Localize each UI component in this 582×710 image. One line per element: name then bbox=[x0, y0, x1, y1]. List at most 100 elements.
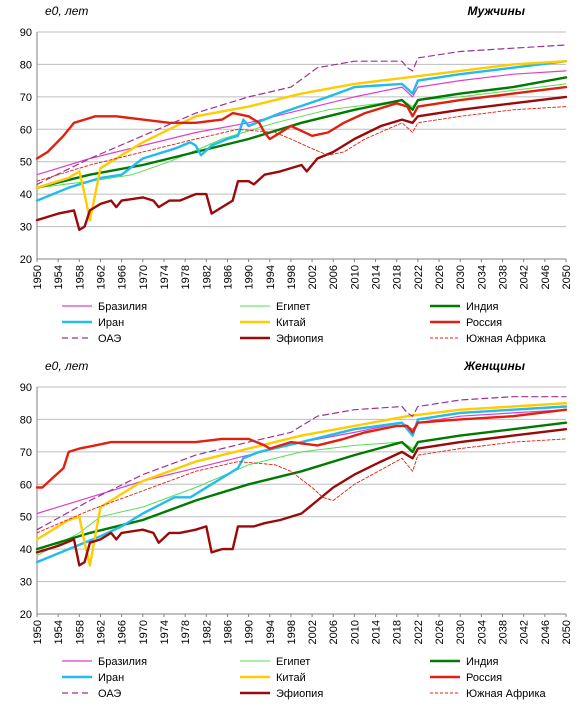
x-tick-label: 1994 bbox=[265, 620, 277, 644]
legend-label-4: Иран bbox=[98, 672, 124, 684]
series-line-5 bbox=[35, 60, 568, 222]
legend-label-5: Китай bbox=[276, 672, 306, 684]
x-tick-label: 2010 bbox=[349, 620, 361, 644]
series-line-2 bbox=[36, 83, 567, 189]
chart-title: Мужчины bbox=[468, 4, 526, 18]
x-tick-label: 2038 bbox=[498, 265, 510, 289]
y-tick-label: 90 bbox=[20, 382, 32, 394]
x-tick-label: 1994 bbox=[265, 265, 277, 289]
legend-label-9: Южная Африка bbox=[466, 688, 547, 700]
series-line-3 bbox=[35, 421, 568, 551]
series-line-4 bbox=[35, 60, 568, 202]
y-tick-label: 70 bbox=[20, 447, 32, 459]
x-tick-label: 1954 bbox=[53, 265, 65, 289]
x-tick-label: 1958 bbox=[74, 265, 86, 289]
legend: Бразилия Египет Индия Иран Китай Россия ОАЭ Эфи… bbox=[62, 656, 547, 700]
series-line-8 bbox=[35, 95, 568, 231]
y-tick-label: 50 bbox=[20, 157, 32, 169]
y-tick-label: 80 bbox=[20, 414, 32, 426]
x-tick-label: 1978 bbox=[180, 265, 192, 289]
x-tick-label: 1986 bbox=[222, 620, 234, 644]
x-tick-label: 2034 bbox=[476, 620, 488, 644]
x-tick-label: 2050 bbox=[561, 620, 573, 644]
legend-label-3: Индия bbox=[466, 656, 499, 668]
series-line-7 bbox=[36, 44, 567, 185]
series-line-7 bbox=[36, 396, 567, 531]
chart-title: Женщины bbox=[463, 359, 526, 373]
x-tick-label: 2018 bbox=[392, 265, 404, 289]
y-tick-label: 80 bbox=[20, 59, 32, 71]
legend-label-1: Бразилия bbox=[98, 656, 147, 668]
x-tick-label: 1950 bbox=[32, 265, 44, 289]
y-tick-label: 30 bbox=[20, 577, 32, 589]
legend-label-4: Иран bbox=[98, 317, 124, 329]
x-tick-label: 1958 bbox=[74, 620, 86, 644]
series-line-9 bbox=[36, 106, 567, 182]
legend-label-5: Китай bbox=[276, 317, 306, 329]
series-line-1 bbox=[36, 70, 567, 176]
x-tick-label: 1986 bbox=[222, 265, 234, 289]
legend-label-7: ОАЭ bbox=[98, 333, 121, 345]
x-tick-label: 1990 bbox=[244, 620, 256, 644]
x-tick-label: 1954 bbox=[53, 620, 65, 644]
series-line-9 bbox=[36, 438, 567, 534]
series-line-6 bbox=[35, 408, 568, 489]
y-tick-label: 70 bbox=[20, 92, 32, 104]
x-tick-label: 2050 bbox=[561, 265, 573, 289]
x-tick-label: 1982 bbox=[201, 620, 213, 644]
x-tick-label: 2002 bbox=[307, 620, 319, 644]
x-tick-label: 2022 bbox=[413, 265, 425, 289]
y-tick-label: 40 bbox=[20, 544, 32, 556]
x-tick-label: 1970 bbox=[138, 620, 150, 644]
legend-label-7: ОАЭ bbox=[98, 688, 121, 700]
x-tick-label: 2006 bbox=[328, 620, 340, 644]
x-tick-label: 2018 bbox=[392, 620, 404, 644]
x-tick-label: 1950 bbox=[32, 620, 44, 644]
x-tick-label: 1998 bbox=[286, 620, 298, 644]
x-tick-label: 1990 bbox=[244, 265, 256, 289]
x-tick-label: 1962 bbox=[95, 265, 107, 289]
x-tick-label: 1966 bbox=[117, 265, 129, 289]
series-line-8 bbox=[35, 428, 568, 567]
y-tick-label: 40 bbox=[20, 189, 32, 201]
x-tick-label: 1962 bbox=[95, 620, 107, 644]
x-tick-label: 1978 bbox=[180, 620, 192, 644]
x-tick-label: 2010 bbox=[349, 265, 361, 289]
series-line-6 bbox=[35, 85, 568, 160]
x-tick-label: 2042 bbox=[519, 620, 531, 644]
legend-label-6: Россия bbox=[466, 317, 502, 329]
x-tick-label: 1982 bbox=[201, 265, 213, 289]
x-tick-label: 1966 bbox=[117, 620, 129, 644]
series-line-5 bbox=[35, 402, 568, 567]
x-tick-label: 2014 bbox=[371, 620, 383, 644]
x-tick-label: 2038 bbox=[498, 620, 510, 644]
legend-label-9: Южная Африка bbox=[466, 333, 547, 345]
x-tick-label: 1974 bbox=[159, 620, 171, 644]
x-tick-label: 2002 bbox=[307, 265, 319, 289]
x-tick-label: 1974 bbox=[159, 265, 171, 289]
x-tick-label: 2022 bbox=[413, 620, 425, 644]
x-tick-label: 2014 bbox=[371, 265, 383, 289]
x-tick-label: 2046 bbox=[540, 265, 552, 289]
x-tick-label: 2042 bbox=[519, 265, 531, 289]
chart-panel-2: 2030 40 50 60 70 80 90 1950 1954 1958 1962 1966 1970… bbox=[20, 359, 573, 700]
legend-label-2: Египет bbox=[276, 301, 310, 313]
x-tick-label: 2030 bbox=[455, 620, 467, 644]
legend-label-2: Египет bbox=[276, 656, 310, 668]
x-tick-label: 2026 bbox=[434, 620, 446, 644]
y-tick-label: 50 bbox=[20, 512, 32, 524]
y-tick-label: 90 bbox=[20, 27, 32, 39]
legend-label-8: Эфиопия bbox=[276, 333, 323, 345]
legend-label-8: Эфиопия bbox=[276, 688, 323, 700]
x-tick-label: 2006 bbox=[328, 265, 340, 289]
legend-label-1: Бразилия bbox=[98, 301, 147, 313]
y-axis-label: e0, лет bbox=[45, 4, 88, 18]
x-tick-label: 2026 bbox=[434, 265, 446, 289]
x-tick-label: 2030 bbox=[455, 265, 467, 289]
x-tick-label: 1998 bbox=[286, 265, 298, 289]
x-tick-label: 1970 bbox=[138, 265, 150, 289]
y-tick-label: 60 bbox=[20, 479, 32, 491]
y-tick-label: 20 bbox=[20, 254, 32, 266]
x-tick-label: 2046 bbox=[540, 620, 552, 644]
